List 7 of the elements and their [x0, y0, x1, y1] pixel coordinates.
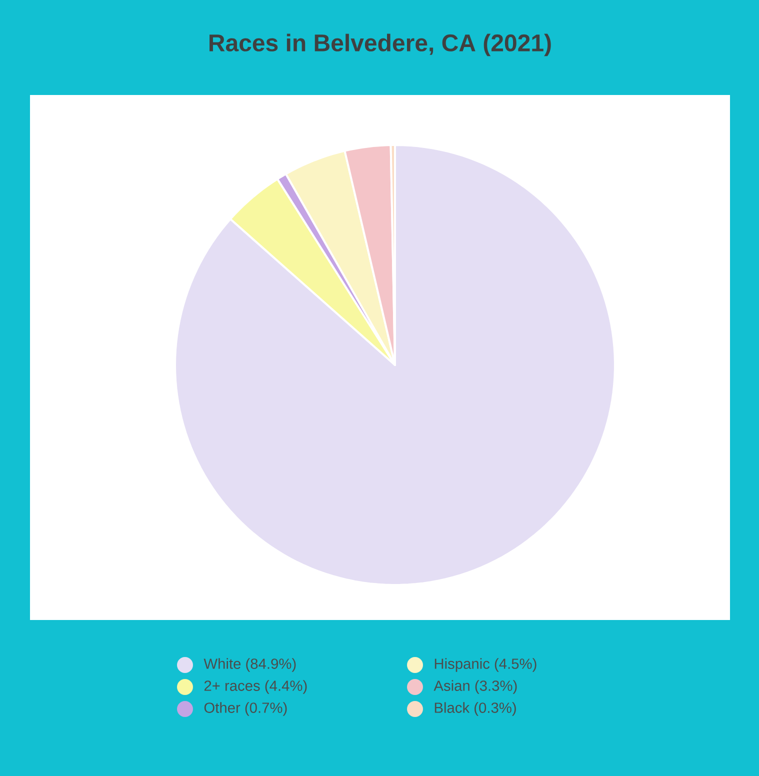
legend-label: Asian (3.3%) — [434, 680, 517, 694]
legend-label: White (84.9%) — [204, 658, 296, 672]
legend-label: Other (0.7%) — [204, 702, 287, 716]
chart-title: Races in Belvedere, CA (2021) — [210, 34, 551, 56]
legend-label: 2+ races (4.4%) — [204, 680, 307, 694]
legend-label: Hispanic (4.5%) — [434, 658, 536, 672]
legend-label: Black (0.3%) — [434, 702, 516, 716]
